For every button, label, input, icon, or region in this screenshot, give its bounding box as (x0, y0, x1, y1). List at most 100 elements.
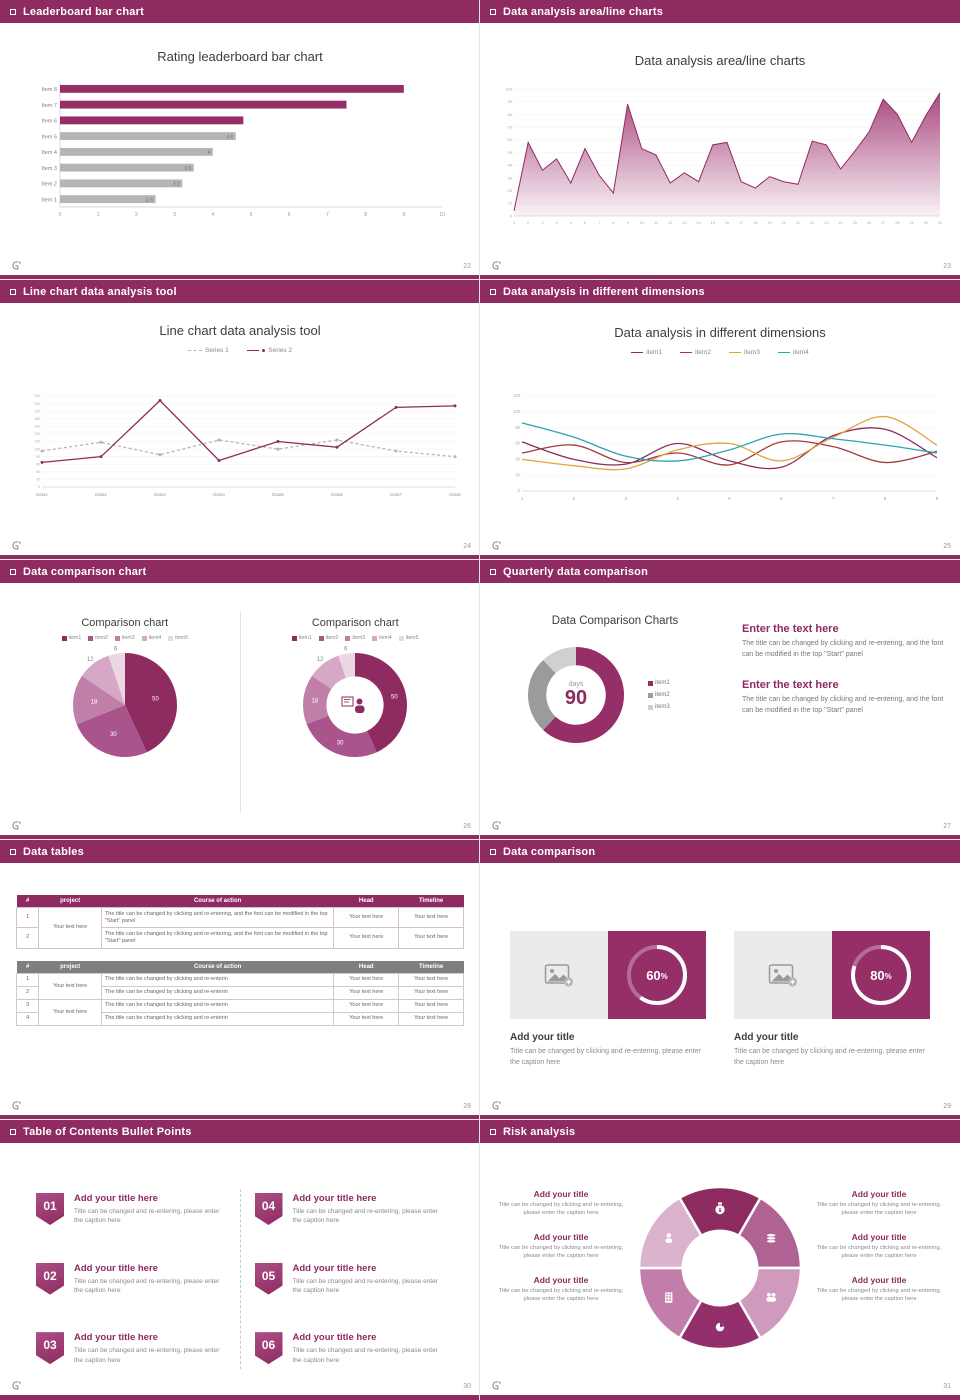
table-header-cell: Timeline (398, 895, 464, 908)
svg-text:5: 5 (250, 212, 253, 218)
svg-text:Data2: Data2 (95, 492, 107, 497)
legend-entry-series1: Series 1 (187, 347, 229, 354)
legend-entry-item4: item4 (777, 349, 809, 356)
svg-text:15: 15 (711, 221, 715, 225)
slide-data-comparison-cards[interactable]: Data comparison 60% (479, 839, 960, 1121)
svg-text:17: 17 (739, 221, 743, 225)
multi-line-chart: 0 20 40 60 80 100 120 1 2 3 4 5 6 7 8 9 (500, 391, 946, 503)
legend-label: item1 (299, 635, 312, 641)
svg-text:9: 9 (627, 221, 629, 225)
legend-entry-item3: item3 (729, 349, 760, 356)
progress-value: 80% (850, 944, 912, 1006)
svg-text:14: 14 (696, 221, 700, 225)
svg-text:Item 8: Item 8 (42, 87, 57, 93)
table-cell: Your text here (398, 927, 464, 949)
svg-text:31: 31 (938, 221, 942, 225)
svg-text:16: 16 (725, 221, 729, 225)
slide-header-title: Table of Contents Bullet Points (23, 1125, 192, 1138)
text-block-body: The title can be changed by clicking and… (742, 640, 944, 658)
bottom-strip (480, 555, 960, 560)
slide-area-line-charts[interactable]: Data analysis area/line charts Data anal… (479, 0, 960, 281)
number-badge: 04 (254, 1193, 283, 1225)
card-title: Add your title (510, 1032, 575, 1043)
slide-header: Data analysis in different dimensions (480, 280, 960, 303)
progress-ring-box: 80% (850, 944, 912, 1006)
text-block-title: Enter the text here (742, 678, 839, 691)
slide-leaderboard-bar-chart[interactable]: Leaderboard bar chart Rating leaderboard… (0, 0, 481, 281)
bottom-strip (480, 1395, 960, 1400)
slide-line-chart-tool[interactable]: Line chart data analysis tool Line chart… (0, 279, 481, 561)
svg-text:6: 6 (114, 646, 118, 652)
table-cell: 3 (15, 998, 40, 1013)
item1-swatch (61, 635, 67, 641)
page-number: 31 (943, 1383, 951, 1390)
square-bullet-icon (10, 1128, 16, 1135)
legend-label: item4 (148, 635, 162, 641)
legend-entry: item4 (372, 635, 392, 641)
svg-text:3: 3 (625, 496, 628, 501)
svg-text:100: 100 (505, 86, 512, 91)
svg-text:Item 3: Item 3 (42, 166, 57, 172)
svg-text:Data1: Data1 (36, 492, 48, 497)
page-number: 25 (943, 543, 951, 550)
chart-canvas: 0 20 40 60 80 100 120 140 160 180 200 220 240 Data1 Da… (34, 394, 461, 497)
line-chart: 0 20 40 60 80 100 120 140 160 180 200 220 240 Data1 Da… (20, 391, 464, 499)
table-cell: Your text here (398, 906, 464, 929)
table-cell: The title can be changed by clicking and… (100, 906, 335, 929)
tables-wrap: # project Course of action Head Timeline 1 You… (15, 895, 464, 1027)
slide-data-comparison-chart[interactable]: Data comparison chart Comparison chart i… (0, 559, 481, 841)
image-icon (768, 964, 797, 987)
footer-logo-icon (489, 1100, 502, 1111)
svg-text:240: 240 (34, 394, 40, 398)
table-cell: Your text here (333, 927, 400, 949)
svg-text:10: 10 (640, 221, 644, 225)
slide-data-tables[interactable]: Data tables # project Course of action Head… (0, 839, 481, 1121)
number-badge: 05 (254, 1262, 283, 1295)
toc-text: Add your title here Title can be changed… (293, 1332, 449, 1365)
svg-text:30: 30 (110, 732, 117, 738)
risk-item: Add your title Title can be changed by c… (808, 1275, 950, 1304)
slide-risk-analysis[interactable]: Risk analysis Add your title Title can b… (479, 1119, 960, 1400)
svg-text:100: 100 (34, 447, 40, 451)
toc-text: Add your title here Title can be changed… (74, 1263, 230, 1296)
chart-title: Comparison chart (311, 617, 399, 629)
svg-text:2.5: 2.5 (146, 197, 153, 203)
slide-body: # project Course of action Head Timeline 1 You… (0, 863, 480, 1115)
svg-text:10: 10 (508, 201, 513, 206)
item5-swatch (398, 635, 404, 641)
table-cell: The title can be changed by clicking and… (100, 972, 335, 987)
item3-swatch (648, 704, 653, 710)
item1-line-swatch (631, 352, 644, 353)
chart-legend: item1 item2 item3 (648, 680, 670, 710)
legend-entry: item2 (88, 635, 108, 641)
table-cell: 4 (15, 1011, 40, 1027)
risk-caption: Title can be changed by clicking and re-… (816, 1244, 942, 1260)
toc-text: Add your title here Title can be changed… (293, 1263, 449, 1296)
quarterly-text-panel: Enter the text here The title can be cha… (742, 623, 946, 716)
table-cell: Your text here (333, 906, 400, 929)
slide-header: Data comparison chart (0, 560, 480, 583)
table-cell: Your text here (38, 907, 102, 949)
slide-toc-bullet-points[interactable]: Table of Contents Bullet Points 01 Add y… (0, 1119, 481, 1400)
legend-label: Series 1 (204, 347, 229, 354)
item3-swatch (345, 635, 351, 641)
chart-title: Data Comparison Charts (551, 615, 679, 627)
svg-text:60: 60 (36, 462, 40, 466)
toc-title: Add your title here (292, 1193, 377, 1204)
slide-header-title: Leaderboard bar chart (23, 5, 144, 18)
slide-dimensions-analysis[interactable]: Data analysis in different dimensions Da… (479, 279, 960, 561)
legend-entry: item5 (168, 635, 188, 641)
risk-caption: Title can be changed by clicking and re-… (498, 1202, 624, 1217)
progress-value: 60% (626, 944, 688, 1006)
svg-text:12: 12 (87, 657, 94, 663)
slide-header: Quarterly data comparison (480, 560, 960, 583)
svg-text:2: 2 (527, 221, 529, 225)
svg-text:3: 3 (173, 212, 176, 218)
toc-caption: Title can be changed and re-entering, pl… (74, 1347, 220, 1364)
legend-label: item4 (379, 635, 392, 641)
slide-header-title: Data analysis in different dimensions (503, 285, 705, 298)
slide-quarterly-comparison[interactable]: Quarterly data comparison Data Compariso… (479, 559, 960, 841)
svg-text:9: 9 (402, 212, 405, 218)
svg-text:28: 28 (895, 221, 899, 225)
legend-label: item1 (646, 349, 663, 356)
